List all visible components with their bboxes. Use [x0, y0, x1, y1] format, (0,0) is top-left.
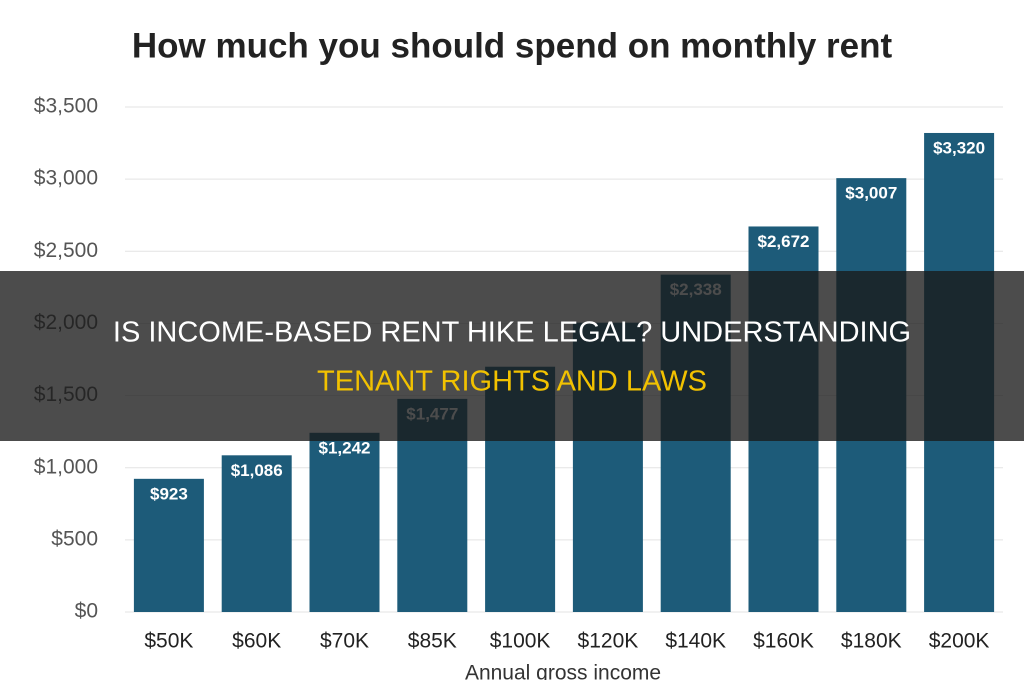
- banner: [0, 271, 1024, 441]
- value-label: $1,242: [319, 438, 371, 457]
- x-tick-label: $140K: [665, 630, 726, 653]
- x-tick-label: $70K: [320, 630, 369, 653]
- x-tick-label: $120K: [578, 630, 639, 653]
- y-tick-label: $2,500: [34, 239, 98, 262]
- y-tick-label: $3,000: [34, 167, 98, 190]
- value-label: $923: [150, 484, 188, 503]
- value-label: $3,007: [845, 184, 897, 203]
- y-tick-label: $1,000: [34, 455, 98, 478]
- y-tick-label: $3,500: [34, 95, 98, 118]
- x-axis-label: Annual gross income: [465, 662, 661, 680]
- bar: [133, 478, 204, 612]
- x-tick-label: $50K: [144, 630, 193, 653]
- y-tick-label: $500: [51, 527, 98, 550]
- x-tick-label: $200K: [929, 630, 990, 653]
- bar: [309, 432, 380, 612]
- x-tick-label: $85K: [408, 630, 457, 653]
- y-tick-label: $0: [75, 600, 98, 623]
- banner-line2: TENANT RIGHTS AND LAWS: [317, 366, 707, 398]
- value-label: $2,672: [758, 232, 810, 251]
- bar: [221, 455, 292, 612]
- x-tick-label: $60K: [232, 630, 281, 653]
- x-tick-label: $160K: [753, 630, 814, 653]
- value-label: $3,320: [933, 138, 985, 157]
- banner-line1: IS INCOME-BASED RENT HIKE LEGAL? UNDERST…: [113, 317, 911, 349]
- x-tick-label: $100K: [490, 630, 551, 653]
- x-tick-label: $180K: [841, 630, 902, 653]
- chart-title: How much you should spend on monthly ren…: [132, 26, 893, 65]
- value-label: $1,086: [231, 461, 283, 480]
